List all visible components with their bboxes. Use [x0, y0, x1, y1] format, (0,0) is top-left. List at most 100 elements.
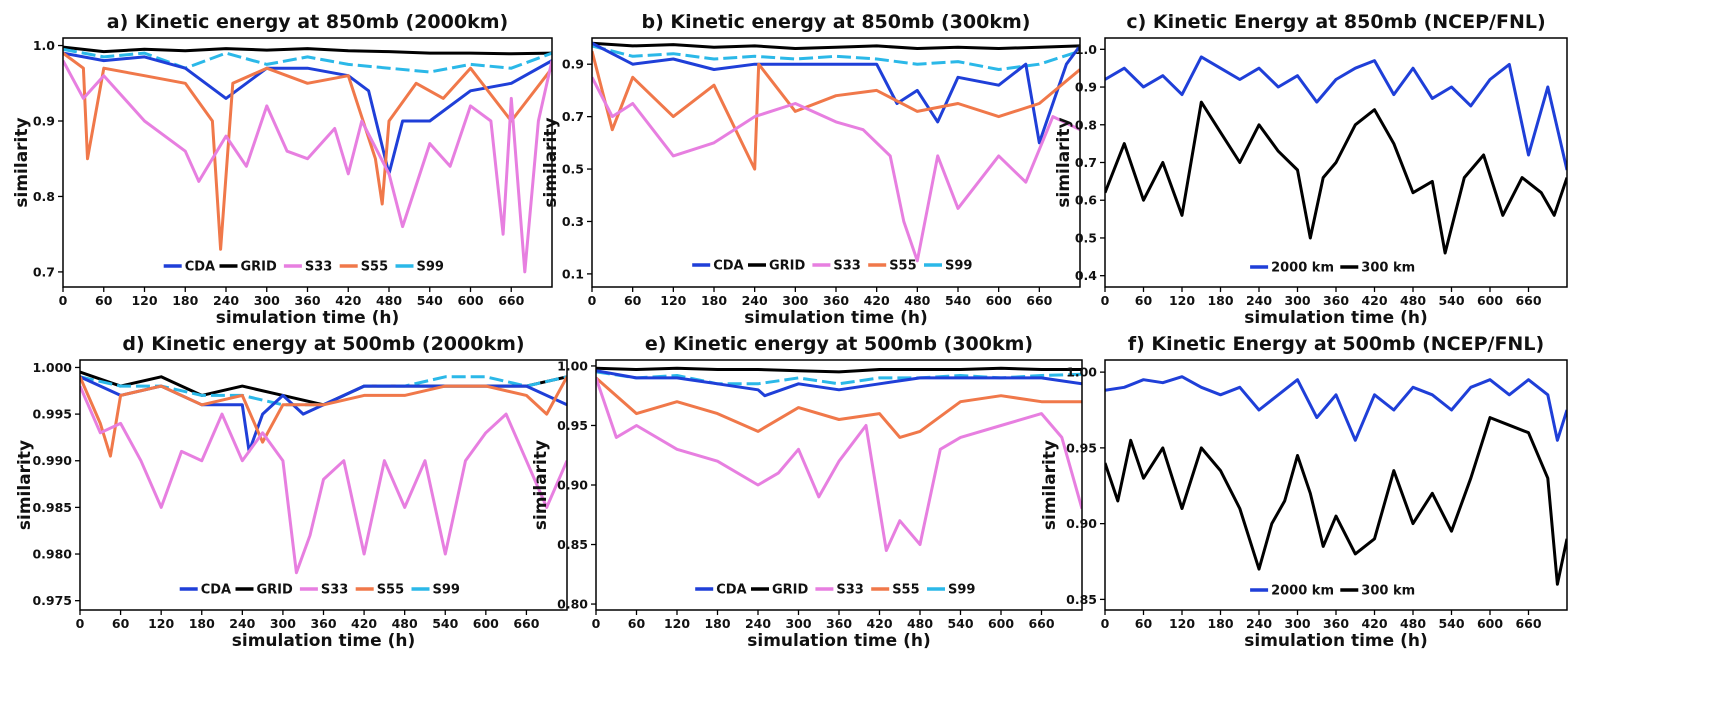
- series-line-s55: [592, 50, 1080, 171]
- x-axis-label: simulation time (h): [744, 308, 927, 328]
- series-line-s33: [592, 76, 1080, 263]
- series-group: [1105, 375, 1567, 586]
- series-line-300-km: [1105, 100, 1567, 255]
- series-line-cda: [596, 369, 1082, 398]
- x-tick-label: 180: [172, 293, 198, 308]
- x-tick-label: 600: [988, 616, 1014, 631]
- chart-title: b) Kinetic energy at 850mb (300km): [642, 11, 1031, 33]
- x-tick-label: 420: [351, 616, 377, 631]
- chart-title: e) Kinetic energy at 500mb (300km): [645, 333, 1033, 355]
- x-tick-label: 60: [112, 616, 130, 631]
- y-tick-label: 0.80: [557, 597, 588, 612]
- x-axis-label: simulation time (h): [1244, 308, 1427, 328]
- y-tick-label: 1.0: [33, 38, 55, 53]
- legend-label: GRID: [257, 583, 294, 598]
- legend-label: S55: [377, 583, 404, 598]
- panel-b: b) Kinetic energy at 850mb (300km) 0 60 120…: [541, 11, 1081, 328]
- x-tick-label: 180: [701, 293, 727, 308]
- legend: CDA GRID S33 S55 S99: [695, 583, 975, 598]
- x-axis-label: simulation time (h): [1244, 631, 1427, 651]
- x-tick-label: 600: [457, 293, 483, 308]
- legend-label: CDA: [185, 260, 215, 275]
- x-tick-label: 120: [1169, 293, 1195, 308]
- x-tick-label: 660: [1026, 293, 1052, 308]
- y-tick-label: 0.7: [33, 264, 55, 279]
- x-tick-label: 600: [1477, 293, 1503, 308]
- legend-label: CDA: [713, 259, 743, 274]
- x-tick-label: 480: [907, 616, 933, 631]
- series-group: [1105, 55, 1567, 255]
- x-tick-label: 360: [1323, 293, 1349, 308]
- y-tick-label: 0.9: [33, 114, 55, 129]
- series-line-s55: [80, 376, 567, 458]
- x-tick-label: 60: [1135, 293, 1153, 308]
- x-tick-label: 60: [628, 616, 646, 631]
- x-axis-label: simulation time (h): [216, 308, 399, 328]
- x-tick-label: 120: [664, 616, 690, 631]
- panel-e: e) Kinetic energy at 500mb (300km) 0 60 120…: [531, 333, 1083, 651]
- series-group: [592, 41, 1080, 263]
- x-tick-label: 660: [1515, 616, 1541, 631]
- x-tick-label: 0: [592, 616, 601, 631]
- x-tick-label: 660: [498, 293, 524, 308]
- y-tick-label: 0.980: [32, 547, 72, 562]
- y-tick-label: 0.3: [562, 214, 584, 229]
- panel-d: d) Kinetic energy at 500mb (2000km) 0 60 12…: [15, 333, 568, 651]
- chart-title: a) Kinetic energy at 850mb (2000km): [107, 11, 508, 33]
- x-tick-label: 120: [131, 293, 157, 308]
- x-tick-label: 0: [588, 293, 597, 308]
- series-line-2000-km: [1105, 375, 1567, 442]
- x-tick-label: 360: [823, 293, 849, 308]
- y-tick-label: 0.9: [562, 57, 584, 72]
- x-tick-label: 600: [473, 616, 499, 631]
- x-tick-label: 120: [148, 616, 174, 631]
- y-tick-label: 0.5: [562, 162, 584, 177]
- x-tick-label: 420: [335, 293, 361, 308]
- x-tick-label: 600: [986, 293, 1012, 308]
- x-tick-label: 540: [417, 293, 443, 308]
- x-tick-label: 60: [95, 293, 113, 308]
- panel-c: c) Kinetic Energy at 850mb (NCEP/FNL) 0 60…: [1054, 11, 1568, 328]
- legend-label: S33: [836, 583, 863, 598]
- x-tick-label: 360: [826, 616, 852, 631]
- series-group: [63, 45, 552, 274]
- y-axis-label: similarity: [541, 117, 561, 207]
- x-tick-label: 120: [1169, 616, 1195, 631]
- y-tick-label: 0.85: [557, 537, 588, 552]
- series-line-s33: [596, 377, 1082, 552]
- legend-label: S55: [361, 260, 388, 275]
- x-tick-label: 240: [1246, 293, 1272, 308]
- x-tick-label: 0: [76, 616, 85, 631]
- x-tick-label: 540: [1438, 293, 1464, 308]
- series-line-grid: [63, 45, 552, 56]
- x-tick-label: 660: [1028, 616, 1054, 631]
- legend-label: S99: [945, 259, 972, 274]
- x-axis-label: simulation time (h): [232, 631, 415, 651]
- legend: CDA GRID S33 S55 S99: [692, 259, 972, 274]
- y-tick-label: 0.95: [1066, 440, 1097, 455]
- x-axis-label: simulation time (h): [747, 631, 930, 651]
- series-line-s33: [80, 385, 567, 575]
- y-axis-label: similarity: [12, 117, 32, 207]
- x-tick-label: 600: [1477, 616, 1503, 631]
- legend-label: S99: [417, 260, 444, 275]
- x-tick-label: 360: [1323, 616, 1349, 631]
- x-tick-label: 180: [1207, 293, 1233, 308]
- x-tick-label: 300: [785, 616, 811, 631]
- y-axis-label: similarity: [531, 440, 551, 530]
- legend-label: S55: [892, 583, 919, 598]
- x-tick-label: 240: [745, 616, 771, 631]
- y-tick-label: 0.6: [1075, 193, 1097, 208]
- x-tick-label: 60: [624, 293, 642, 308]
- series-group: [596, 366, 1082, 552]
- series-group: [80, 370, 567, 575]
- x-tick-label: 660: [513, 616, 539, 631]
- x-tick-label: 60: [1135, 616, 1153, 631]
- panel-f: f) Kinetic Energy at 500mb (NCEP/FNL) 0 60…: [1040, 333, 1568, 651]
- x-tick-label: 180: [189, 616, 215, 631]
- legend-label: S33: [305, 260, 332, 275]
- y-tick-label: 0.9: [1075, 80, 1097, 95]
- y-tick-label: 0.8: [33, 189, 55, 204]
- legend-label: S99: [433, 583, 460, 598]
- x-tick-label: 0: [59, 293, 68, 308]
